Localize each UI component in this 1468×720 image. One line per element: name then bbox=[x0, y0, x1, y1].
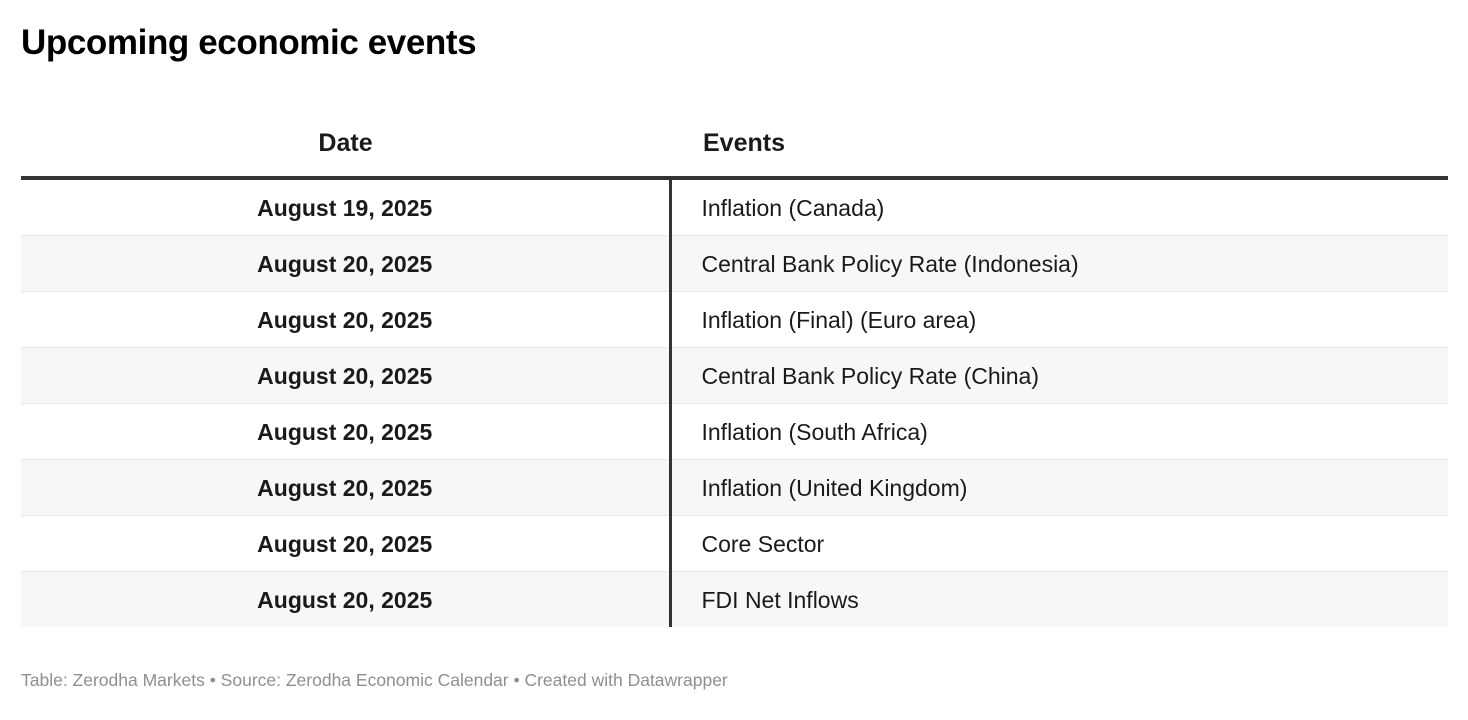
event-cell: Core Sector bbox=[668, 515, 1448, 572]
table-row: August 20, 2025 Inflation (United Kingdo… bbox=[21, 459, 1448, 516]
table-widget: Upcoming economic events Date Events Aug… bbox=[0, 22, 1468, 692]
event-cell: Central Bank Policy Rate (Indonesia) bbox=[668, 235, 1448, 292]
date-cell: August 20, 2025 bbox=[21, 291, 670, 348]
header-row: Date Events bbox=[21, 96, 1448, 180]
date-cell: August 20, 2025 bbox=[21, 403, 670, 460]
column-header-date: Date bbox=[21, 96, 670, 180]
economic-events-table: Date Events August 19, 2025 Inflation (C… bbox=[21, 96, 1448, 627]
table-header: Date Events bbox=[21, 96, 1448, 180]
table-row: August 20, 2025 Inflation (Final) (Euro … bbox=[21, 291, 1448, 348]
table-body: August 19, 2025 Inflation (Canada) Augus… bbox=[21, 178, 1448, 627]
footer-credits: Table: Zerodha Markets • Source: Zerodha… bbox=[21, 670, 728, 690]
page-title: Upcoming economic events bbox=[21, 23, 477, 62]
column-header-events: Events bbox=[670, 96, 1448, 180]
date-cell: August 20, 2025 bbox=[21, 347, 670, 404]
date-cell: August 20, 2025 bbox=[21, 235, 670, 292]
event-cell: Inflation (Final) (Euro area) bbox=[668, 291, 1448, 348]
date-cell: August 19, 2025 bbox=[257, 194, 433, 221]
date-cell: August 20, 2025 bbox=[21, 515, 670, 572]
event-cell: Inflation (Canada) bbox=[668, 178, 1448, 236]
event-cell: Inflation (United Kingdom) bbox=[668, 459, 1448, 516]
date-cell: August 20, 2025 bbox=[21, 459, 670, 516]
event-cell: FDI Net Inflows bbox=[668, 571, 1448, 627]
date-cell: August 20, 2025 bbox=[21, 571, 670, 627]
table-row: August 20, 2025 Core Sector bbox=[21, 515, 1448, 572]
event-cell: Inflation (South Africa) bbox=[668, 403, 1448, 460]
event-cell: Central Bank Policy Rate (China) bbox=[668, 347, 1448, 404]
table-row: August 19, 2025 Inflation (Canada) bbox=[21, 178, 1448, 236]
table-row: August 20, 2025 Inflation (South Africa) bbox=[21, 403, 1448, 460]
table-row: August 20, 2025 FDI Net Inflows bbox=[21, 571, 1448, 627]
table-row: August 20, 2025 Central Bank Policy Rate… bbox=[21, 235, 1448, 292]
table-row: August 20, 2025 Central Bank Policy Rate… bbox=[21, 347, 1448, 404]
